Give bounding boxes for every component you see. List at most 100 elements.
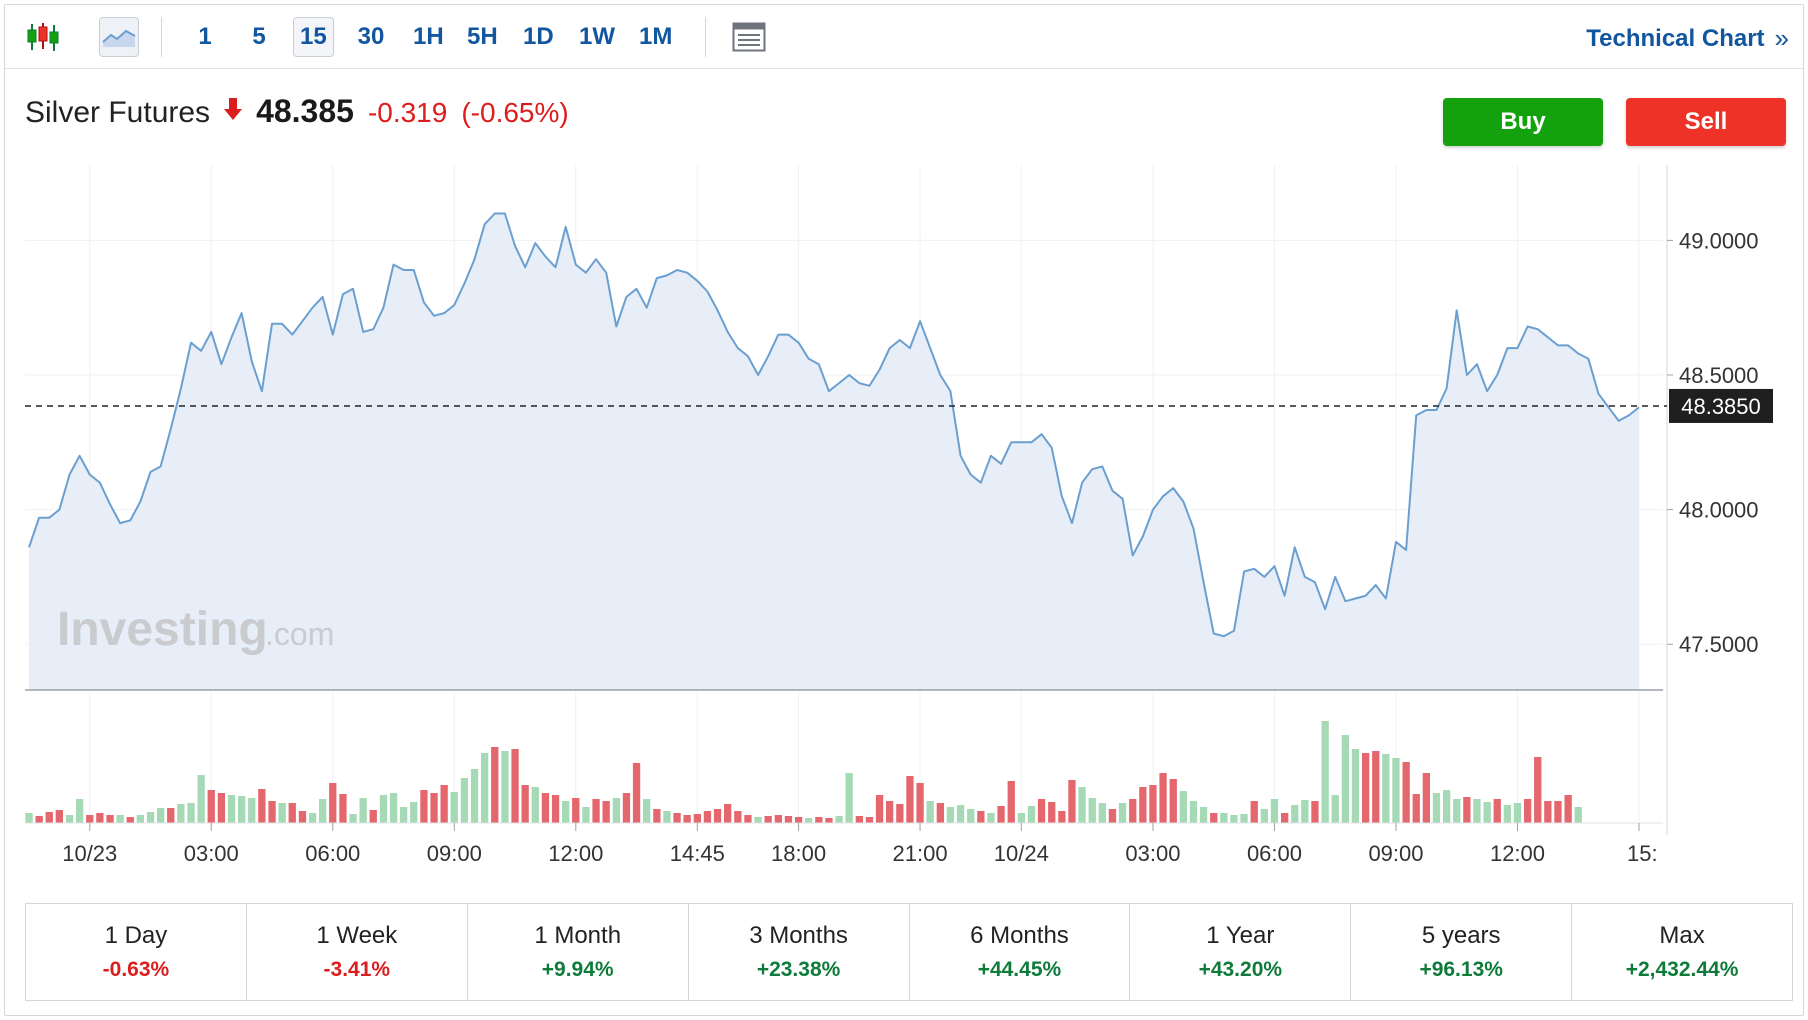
volume-bar — [369, 810, 377, 823]
volume-bar — [298, 811, 307, 823]
volume-bar — [1443, 790, 1451, 823]
volume-bar — [450, 792, 458, 823]
x-tick-label: 15: — [1627, 841, 1658, 866]
toolbar-divider — [705, 17, 706, 57]
technical-chart-label: Technical Chart — [1586, 24, 1765, 52]
volume-bar — [238, 796, 246, 823]
volume-bar — [815, 817, 823, 823]
period-1-month[interactable]: 1 Month +9.94% — [468, 904, 689, 1000]
interval-5h-button[interactable]: 5H — [467, 23, 498, 50]
volume-bar — [400, 807, 408, 823]
volume-bar — [1503, 805, 1511, 823]
volume-bar — [653, 809, 661, 823]
volume-bar — [470, 769, 479, 823]
y-tick-label: 48.5000 — [1679, 363, 1759, 388]
volume-bar — [1098, 803, 1106, 823]
volume-bar — [329, 783, 337, 823]
interval-1w-button[interactable]: 1W — [579, 23, 615, 50]
volume-bar — [1078, 787, 1086, 823]
volume-bar — [936, 803, 944, 823]
volume-bar — [86, 815, 94, 823]
news-icon[interactable] — [729, 17, 769, 57]
period-label: 1 Year — [1206, 922, 1275, 949]
volume-bar — [1372, 751, 1380, 823]
period-label: 1 Month — [534, 922, 622, 949]
volume-bar — [96, 813, 104, 823]
volume-bar — [1159, 773, 1167, 823]
volume-bar — [197, 775, 205, 823]
price-change: -0.319 — [367, 97, 448, 128]
period-1-day[interactable]: 1 Day -0.63% — [26, 904, 247, 1000]
period-label: 3 Months — [749, 922, 848, 949]
period-1-year[interactable]: 1 Year +43.20% — [1130, 904, 1352, 1000]
volume-bar — [977, 811, 985, 823]
volume-bar — [572, 798, 580, 823]
interval-1h-button[interactable]: 1H — [413, 23, 444, 50]
volume-bar — [744, 815, 752, 823]
volume-bar — [987, 813, 995, 823]
period-max[interactable]: Max +2,432.44% — [1572, 904, 1792, 1000]
volume-bar — [1554, 801, 1562, 823]
volume-bar — [177, 804, 185, 823]
volume-bar — [430, 793, 438, 823]
volume-bar — [1240, 814, 1248, 823]
volume-bar — [1220, 813, 1228, 823]
volume-bar — [1412, 794, 1420, 823]
period-change: +44.45% — [977, 958, 1062, 981]
volume-bar — [491, 747, 499, 823]
volume-bar — [855, 816, 863, 823]
volume-bar — [1139, 787, 1147, 823]
volume-bar — [805, 818, 813, 823]
volume-bar — [1129, 799, 1137, 823]
volume-bar — [157, 808, 165, 823]
volume-bar — [1483, 802, 1491, 823]
interval-1m-button[interactable]: 1M — [639, 23, 673, 50]
volume-bar — [339, 794, 347, 823]
x-tick-label: 21:00 — [893, 841, 948, 866]
volume-bar — [1382, 754, 1390, 823]
volume-bar — [217, 793, 225, 823]
period-5-years[interactable]: 5 years +96.13% — [1351, 904, 1573, 1000]
interval-15-button[interactable]: 15 — [293, 17, 334, 57]
period-3-months[interactable]: 3 Months +23.38% — [689, 904, 910, 1000]
interval-1d-button[interactable]: 1D — [523, 23, 554, 50]
technical-chart-link[interactable]: Technical Chart » — [1586, 23, 1789, 54]
period-label: Max — [1659, 922, 1705, 949]
volume-bar — [865, 817, 874, 823]
sell-button[interactable]: Sell — [1626, 98, 1786, 146]
volume-bar — [1017, 813, 1025, 823]
volume-bar — [632, 763, 641, 823]
volume-bar — [997, 806, 1005, 823]
buy-button[interactable]: Buy — [1443, 98, 1603, 146]
volume-bar — [1453, 799, 1461, 823]
volume-bar — [359, 798, 367, 823]
volume-bar — [784, 816, 793, 823]
volume-bar — [1432, 793, 1441, 823]
interval-5-button[interactable]: 5 — [252, 23, 266, 50]
volume-bar — [1524, 799, 1532, 823]
volume-bar — [55, 810, 63, 823]
volume-bar — [1311, 801, 1319, 823]
volume-bar — [1463, 797, 1471, 823]
volume-bar — [1250, 801, 1258, 823]
interval-30-button[interactable]: 30 — [357, 23, 385, 50]
period-6-months[interactable]: 6 Months +44.45% — [910, 904, 1131, 1000]
volume-bar — [106, 815, 114, 823]
period-change: +43.20% — [1198, 958, 1283, 981]
arrow-down-icon — [224, 98, 243, 126]
volume-bar — [248, 798, 256, 823]
instrument-header: Silver Futures 48.385 -0.319 (-0.65%) — [25, 93, 569, 130]
volume-bar — [967, 809, 975, 823]
volume-bar — [1422, 773, 1430, 823]
period-1-week[interactable]: 1 Week -3.41% — [247, 904, 468, 1000]
price-line — [28, 212, 1640, 638]
volume-bar — [481, 753, 489, 823]
interval-1-button[interactable]: 1 — [198, 23, 212, 50]
candlestick-chart-icon[interactable] — [23, 17, 63, 57]
volume-bar — [663, 811, 671, 823]
toolbar-divider — [161, 17, 162, 57]
area-chart-icon[interactable] — [99, 17, 139, 57]
volume-bar — [1351, 749, 1360, 823]
chart-toolbar: 1 5 15 30 1H 5H 1D 1W 1M Technical Chart » — [5, 5, 1803, 69]
price-chart[interactable]: Investing.com 49.0000 48.5000 48.0000 47.50… — [5, 5, 1805, 905]
